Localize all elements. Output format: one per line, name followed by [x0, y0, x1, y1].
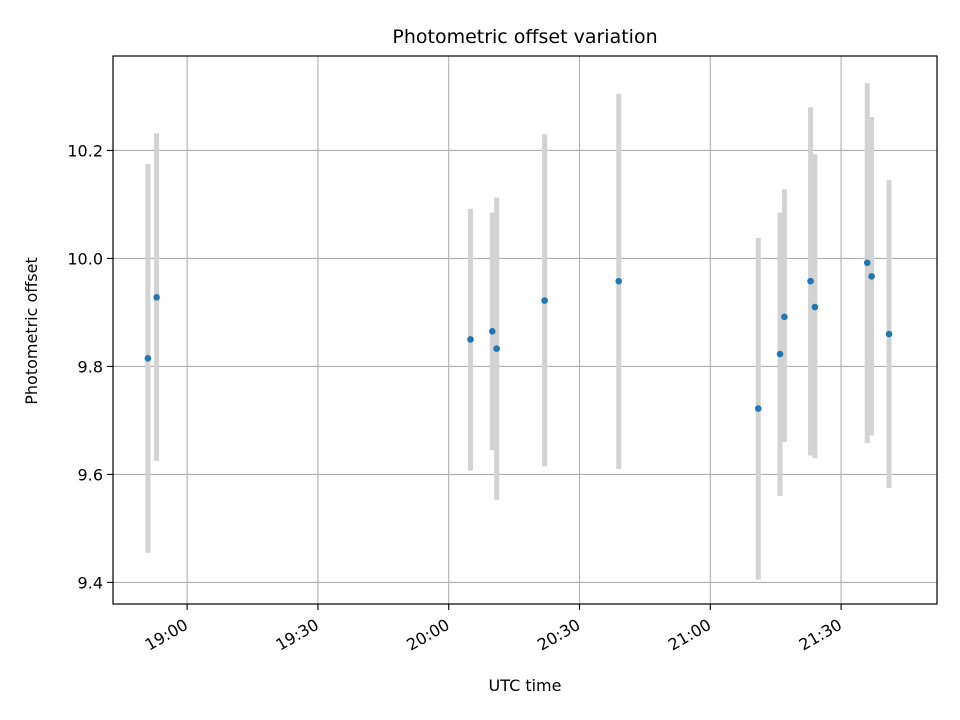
data-point [781, 313, 788, 321]
data-point [493, 345, 500, 352]
grid [113, 56, 937, 604]
data-point [776, 350, 784, 358]
x-axis-label: UTC time [489, 676, 562, 695]
data-point [811, 303, 819, 311]
data-point [885, 330, 893, 338]
y-tick-label: 10.0 [67, 249, 103, 268]
x-tick-label: 21:00 [665, 615, 714, 655]
data-point [144, 355, 152, 362]
x-tick-label: 20:00 [403, 615, 452, 655]
y-tick-label: 9.4 [78, 573, 103, 592]
data-point [863, 259, 871, 267]
y-tick-label: 9.6 [78, 465, 103, 484]
plot-frame [112, 55, 938, 605]
data-point [541, 297, 548, 304]
x-axis-ticks: 19:00 19:30 20:00 20:30 21:00 21:30 [142, 604, 845, 655]
data-point [754, 405, 762, 412]
data-point [868, 272, 875, 280]
error-bars [145, 82, 892, 580]
x-tick-label: 20:30 [534, 615, 583, 655]
y-tick-label: 10.2 [67, 141, 103, 160]
y-tick-label: 9.8 [78, 357, 103, 376]
data-point [489, 328, 496, 335]
data-points [144, 259, 893, 412]
data-point [615, 277, 623, 285]
x-tick-label: 19:30 [272, 615, 321, 655]
x-tick-label: 21:30 [796, 615, 845, 655]
x-tick-label: 19:00 [142, 615, 191, 655]
chart-title: Photometric offset variation [392, 26, 657, 48]
y-axis-ticks: 9.4 9.6 9.8 10.0 10.2 [67, 141, 113, 592]
y-axis-label: Photometric offset [22, 257, 41, 405]
data-point [807, 277, 814, 285]
data-point [153, 294, 160, 301]
data-point [467, 336, 474, 343]
